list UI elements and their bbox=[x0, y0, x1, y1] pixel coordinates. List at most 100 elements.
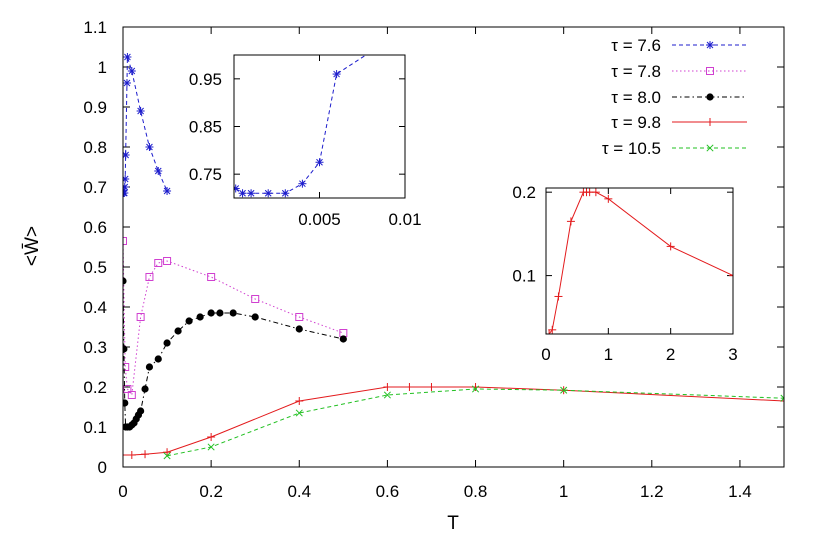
main-data-point bbox=[136, 107, 145, 115]
inset-left-y-tick-label: 0.85 bbox=[189, 118, 222, 137]
inset-left-x-tick-label: 0.01 bbox=[388, 210, 421, 229]
legend-marker bbox=[706, 118, 714, 126]
main-data-point bbox=[123, 79, 131, 87]
main-data-point bbox=[207, 443, 215, 451]
main-y-tick-label: 0.7 bbox=[83, 178, 107, 197]
main-data-point bbox=[154, 259, 163, 267]
inset-left-plot-frame bbox=[233, 54, 406, 199]
main-data-point bbox=[123, 277, 127, 285]
inset-right-x-tick-label: 3 bbox=[728, 345, 737, 364]
main-y-tick-label: 0 bbox=[98, 458, 107, 477]
inset-left-data-point bbox=[281, 189, 290, 198]
main-y-tick-label: 0.6 bbox=[83, 218, 107, 237]
main-data-point bbox=[123, 385, 132, 393]
main-data-point bbox=[207, 433, 216, 441]
main-x-tick-label: 0.4 bbox=[287, 482, 311, 501]
main-y-tick-label: 0.3 bbox=[83, 338, 107, 357]
main-data-point bbox=[141, 450, 150, 459]
main-data-point bbox=[123, 183, 129, 191]
inset-left-plot: 0.005 0.01 0.75 0.85 0.95 bbox=[189, 54, 422, 229]
main-y-tick-label: 1 bbox=[98, 58, 107, 77]
inset-right-y-tick-label: 0.2 bbox=[512, 183, 536, 202]
main-x-tick-label: 1.2 bbox=[640, 482, 664, 501]
legend-marker bbox=[706, 41, 714, 49]
main-data-point bbox=[123, 237, 127, 245]
inset-right-series-group bbox=[546, 188, 733, 334]
inset-right-x-tick-label: 0 bbox=[541, 345, 550, 364]
main-data-point bbox=[123, 151, 130, 159]
legend-marker bbox=[706, 144, 714, 152]
main-series-group bbox=[123, 53, 784, 460]
inset-left-data-point bbox=[298, 179, 307, 188]
main-data-point bbox=[295, 313, 304, 321]
legend-marker bbox=[706, 93, 714, 101]
main-data-point bbox=[137, 407, 145, 415]
main-data-point bbox=[123, 399, 129, 407]
main-data-point bbox=[163, 452, 171, 460]
main-data-point bbox=[295, 325, 303, 333]
main-y-tick-label: 0.8 bbox=[83, 138, 107, 157]
main-x-tick-label: 1.4 bbox=[728, 482, 752, 501]
x-axis-label: T bbox=[447, 513, 459, 534]
inset-right-x-tick-label: 2 bbox=[666, 345, 675, 364]
main-y-tick-label: 0.9 bbox=[83, 98, 107, 117]
legend-label: τ = 9.8 bbox=[611, 113, 661, 132]
inset-right-y-tick-label: 0.1 bbox=[512, 267, 536, 286]
main-data-point bbox=[154, 167, 163, 175]
main-data-point bbox=[251, 295, 260, 303]
main-data-point bbox=[295, 409, 303, 417]
inset-left-y-tick-label: 0.75 bbox=[189, 165, 222, 184]
main-data-point bbox=[174, 327, 182, 335]
legend-label: τ = 10.5 bbox=[602, 139, 661, 158]
inset-left-data-point bbox=[238, 189, 247, 198]
main-data-point bbox=[207, 273, 216, 281]
main-data-point bbox=[427, 383, 436, 391]
inset-left-x-tick-label: 0.005 bbox=[298, 210, 341, 229]
inset-left-series-line-0 bbox=[235, 55, 367, 194]
main-y-tick-label: 0.1 bbox=[83, 418, 107, 437]
legend: τ = 7.6 τ = 7.8 τ = 8.0 τ = 9.8 τ = 10.5 bbox=[602, 36, 747, 158]
inset-left-data-point bbox=[332, 70, 341, 79]
inset-left-data-point bbox=[264, 189, 273, 198]
inset-right-x-tick-label: 1 bbox=[604, 345, 613, 364]
inset-right-data-point bbox=[729, 271, 733, 280]
main-data-point bbox=[383, 383, 392, 391]
main-data-point bbox=[339, 335, 347, 343]
main-data-point bbox=[145, 273, 154, 281]
main-y-tick-label: 0.5 bbox=[83, 258, 107, 277]
main-data-point bbox=[295, 397, 304, 405]
main-data-point bbox=[145, 143, 154, 151]
legend-label: τ = 7.8 bbox=[611, 62, 661, 81]
main-data-point bbox=[154, 355, 162, 363]
main-series-line-2 bbox=[123, 280, 344, 428]
main-data-point bbox=[405, 383, 414, 391]
main-data-point bbox=[123, 363, 130, 371]
main-data-point bbox=[127, 451, 136, 459]
main-data-point bbox=[229, 309, 237, 317]
main-data-point bbox=[163, 257, 172, 265]
legend-marker bbox=[706, 67, 714, 75]
main-data-point bbox=[123, 451, 127, 459]
main-x-tick-label: 1 bbox=[559, 482, 568, 501]
y-axis-label: <W̄> bbox=[22, 226, 43, 266]
inset-left-data-point bbox=[247, 189, 256, 198]
main-x-tick-label: 0.2 bbox=[199, 482, 223, 501]
inset-right-plot-area bbox=[546, 188, 733, 334]
inset-left-plot-area bbox=[234, 55, 405, 198]
main-data-point bbox=[141, 385, 149, 393]
main-data-point bbox=[207, 309, 215, 317]
main-data-point bbox=[145, 363, 154, 371]
main-x-tick-label: 0.6 bbox=[376, 482, 400, 501]
main-data-point bbox=[163, 187, 172, 195]
legend-label: τ = 7.6 bbox=[611, 36, 661, 55]
inset-right-data-point bbox=[591, 188, 600, 197]
inset-right-data-point bbox=[546, 330, 554, 334]
main-data-point bbox=[127, 391, 136, 399]
inset-left-y-tick-label: 0.95 bbox=[189, 70, 222, 89]
main-y-tick-label: 1.1 bbox=[83, 18, 107, 37]
inset-right-data-point bbox=[548, 325, 557, 334]
main-x-tick-label: 0.8 bbox=[464, 482, 488, 501]
main-data-point bbox=[136, 313, 145, 321]
inset-right-data-point bbox=[554, 292, 563, 301]
